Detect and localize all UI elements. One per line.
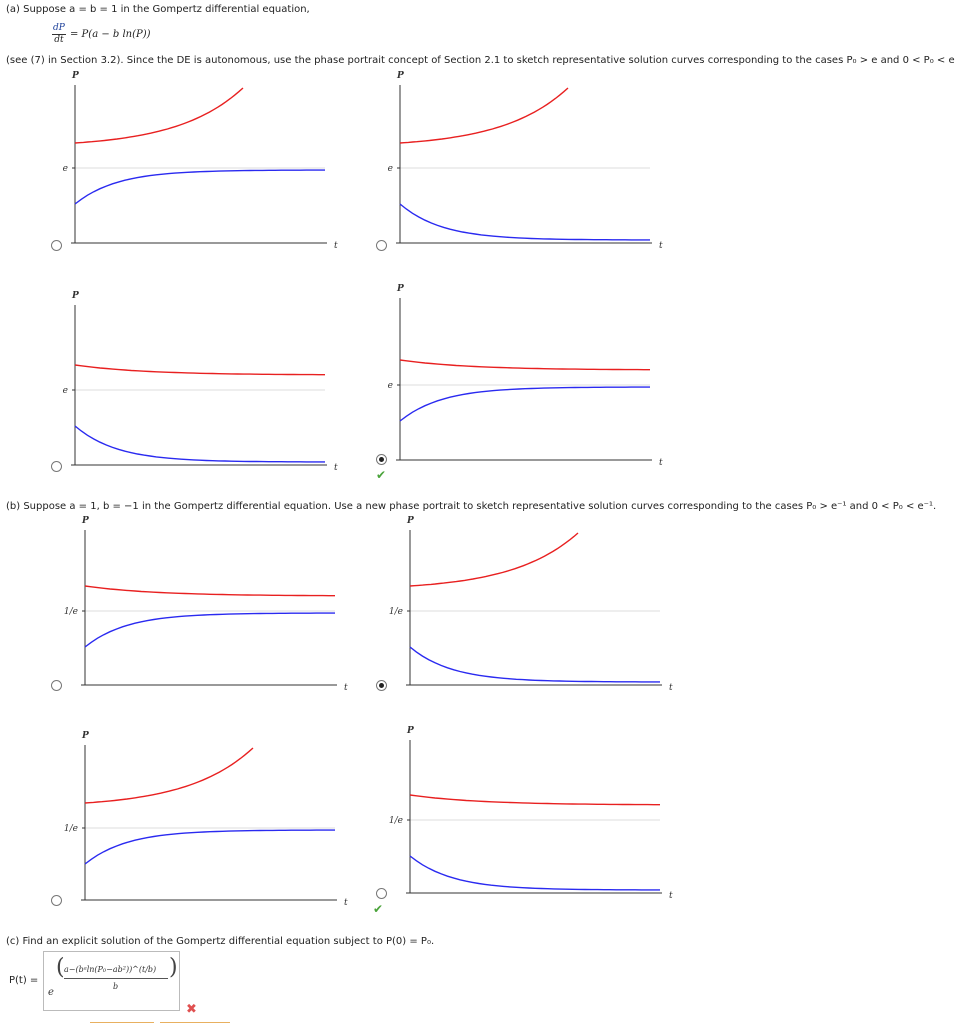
upper-solution-curve — [409, 794, 660, 806]
t-axis-label: t — [659, 458, 663, 468]
upper-solution-curve — [399, 87, 569, 144]
t-axis-label: t — [669, 891, 673, 901]
lower-solution-curve — [84, 612, 335, 648]
right-paren-icon: ) — [169, 955, 178, 980]
answer-base: e — [48, 987, 54, 998]
answer-exponent-numerator: a−(bᵃln(P₀−ab²))^(t/b) — [64, 965, 157, 974]
equilibrium-label: 1/e — [389, 607, 403, 617]
correct-check-icon: ✔ — [376, 468, 387, 482]
t-axis-label: t — [334, 463, 338, 473]
equilibrium-label: e — [388, 164, 393, 174]
upper-solution-curve — [409, 532, 579, 587]
p-axis-label: P — [71, 291, 79, 301]
upper-solution-curve — [84, 585, 335, 597]
option-radio-a1[interactable] — [51, 240, 62, 251]
derivative-fraction: dP dt — [52, 23, 66, 46]
lower-solution-curve — [399, 203, 650, 241]
option-radio-b4[interactable] — [376, 888, 387, 899]
option-radio-b3[interactable] — [51, 895, 62, 906]
answer-input[interactable]: e ( a−(bᵃln(P₀−ab²))^(t/b) b ) — [43, 951, 180, 1011]
equation-rhs: = P(a − b ln(P)) — [70, 29, 151, 40]
p-axis-label: P — [81, 516, 89, 526]
answer-exponent-denominator: b — [113, 982, 119, 991]
equilibrium-label: e — [63, 386, 68, 396]
t-axis-label: t — [344, 898, 348, 908]
upper-solution-curve — [399, 359, 650, 371]
option-radio-b1[interactable] — [51, 680, 62, 691]
lower-solution-curve — [84, 829, 335, 865]
equilibrium-label: 1/e — [389, 816, 403, 826]
part-a-intro: (a) Suppose a = b = 1 in the Gompertz di… — [6, 4, 310, 15]
p-axis-label: P — [396, 284, 404, 294]
tab-underline — [90, 1022, 154, 1023]
option-radio-a3[interactable] — [51, 461, 62, 472]
part-a-instruction: (see (7) in Section 3.2). Since the DE i… — [6, 55, 955, 66]
p-axis-label: P — [396, 71, 404, 81]
t-axis-label: t — [669, 683, 673, 693]
p-axis-label: P — [406, 726, 414, 736]
lower-solution-curve — [409, 646, 660, 683]
upper-solution-curve — [74, 87, 244, 144]
upper-solution-curve — [84, 747, 254, 804]
lower-solution-curve — [74, 169, 325, 205]
part-b-instruction: (b) Suppose a = 1, b = −1 in the Gompert… — [6, 501, 937, 512]
lower-solution-curve — [74, 425, 325, 463]
derivative-denominator: dt — [54, 35, 64, 45]
option-radio-a2[interactable] — [376, 240, 387, 251]
p-axis-label: P — [71, 71, 79, 81]
option-radio-a4[interactable] — [376, 454, 387, 465]
tab-underline — [160, 1022, 230, 1023]
answer-label: P(t) = — [9, 975, 39, 986]
correct-check-icon: ✔ — [373, 902, 384, 916]
p-axis-label: P — [81, 731, 89, 741]
left-paren-icon: ( — [56, 955, 65, 980]
upper-solution-curve — [74, 364, 325, 376]
option-radio-b2[interactable] — [376, 680, 387, 691]
equilibrium-label: e — [63, 164, 68, 174]
incorrect-x-icon: ✖ — [186, 1002, 197, 1017]
lower-solution-curve — [399, 386, 650, 422]
derivative-numerator: dP — [52, 23, 66, 35]
t-axis-label: t — [334, 241, 338, 251]
p-axis-label: P — [406, 516, 414, 526]
lower-solution-curve — [409, 855, 660, 891]
t-axis-label: t — [344, 683, 348, 693]
part-c-instruction: (c) Find an explicit solution of the Gom… — [6, 936, 435, 947]
equilibrium-label: e — [388, 381, 393, 391]
equilibrium-label: 1/e — [64, 824, 78, 834]
t-axis-label: t — [659, 241, 663, 251]
equilibrium-label: 1/e — [64, 607, 78, 617]
fraction-bar — [64, 978, 168, 979]
